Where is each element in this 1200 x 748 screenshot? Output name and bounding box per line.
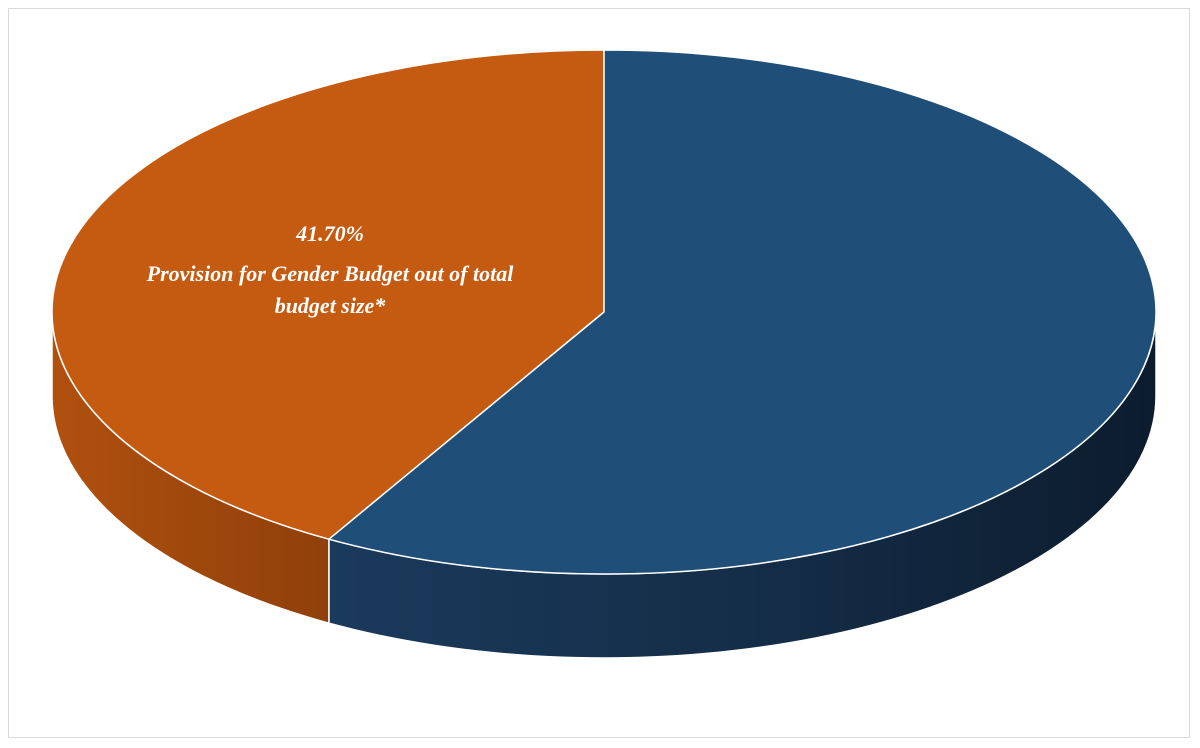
- pie-top-faces: [51, 49, 1157, 575]
- pie-slice-other: [328, 49, 1157, 575]
- pie-slice-gender-budget: [51, 49, 605, 540]
- slice-percentage-label: 41.70%: [296, 221, 364, 246]
- slice-description-label: Provision for Gender Budget out of total…: [146, 261, 514, 318]
- slice-label-gender-budget: 41.70% Provision for Gender Budget out o…: [140, 218, 520, 322]
